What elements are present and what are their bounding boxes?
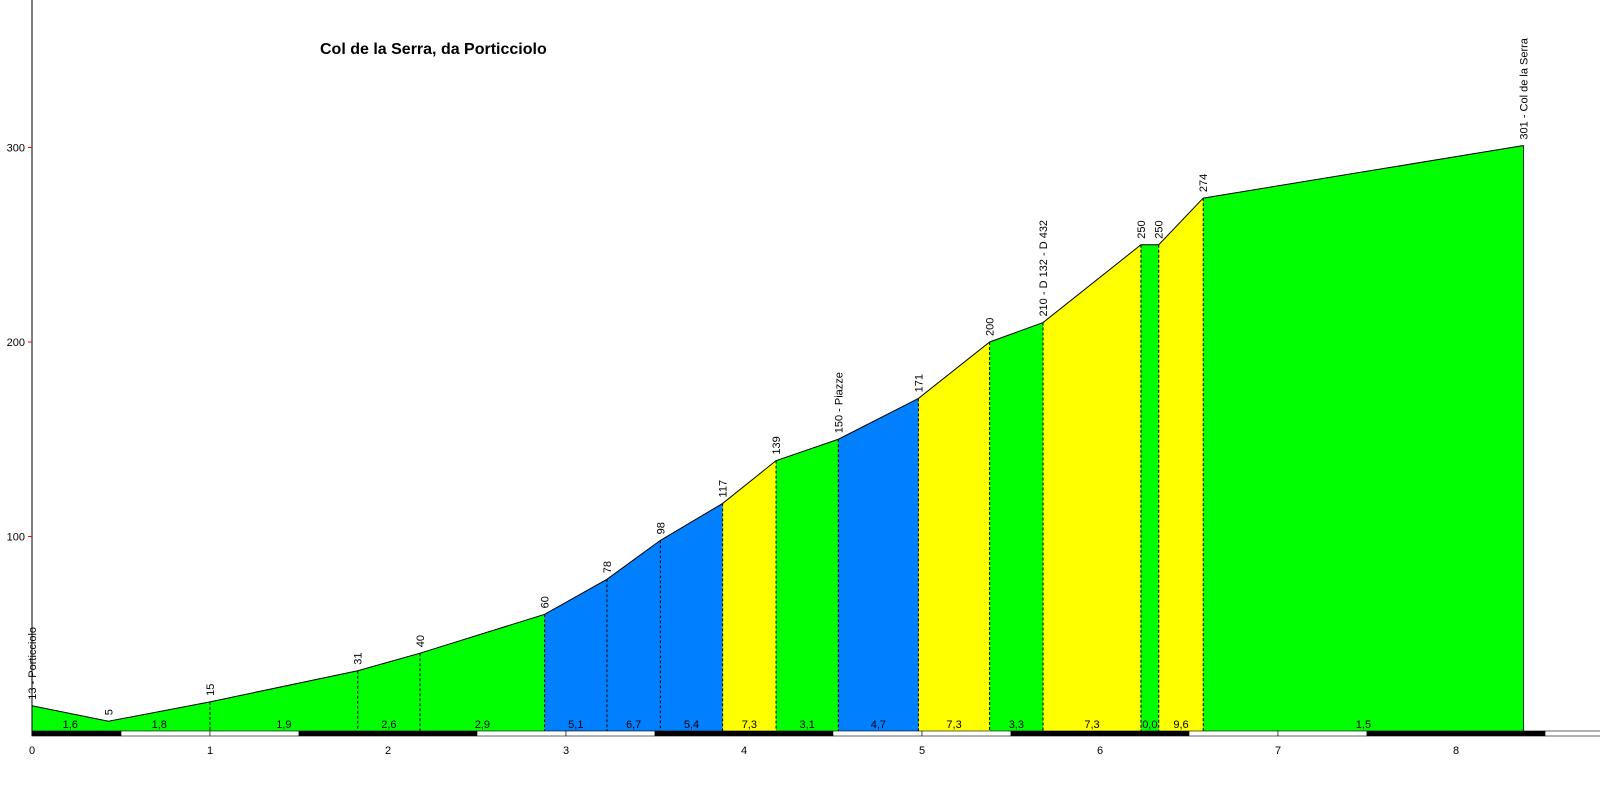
x-tick-label: 2: [385, 745, 391, 757]
gradient-label: 3,1: [800, 719, 815, 731]
gradient-label: 3,3: [1009, 719, 1024, 731]
gradient-label: 2,6: [381, 719, 396, 731]
elevation-label: 15: [205, 684, 217, 696]
x-tick-label: 7: [1275, 745, 1281, 757]
segment-fill-8: [660, 503, 723, 731]
gradient-label: 7,3: [1084, 719, 1099, 731]
axis-band: [1455, 730, 1546, 737]
gradient-label: 6,7: [626, 719, 641, 731]
x-tick-label: 4: [741, 745, 747, 757]
axis-band: [1099, 730, 1190, 737]
elevation-label: 60: [540, 596, 552, 608]
elevation-label: 210 - D 132 - D 432: [1038, 220, 1050, 317]
elevation-label: 250: [1136, 220, 1148, 238]
axis-band: [476, 730, 567, 737]
segment-fill-5: [420, 614, 545, 731]
axis-band: [654, 730, 745, 737]
elevation-label: 301 - Col de la Serra: [1519, 37, 1531, 139]
gradient-labels: 1,6 1,8 1,9 2,6 2,9 5,1 6,7 5,4 7,3 3,1 4,7 7,3 3,3 7…: [63, 719, 1371, 731]
elevation-label: 78: [602, 561, 614, 573]
elevation-label: 139: [771, 436, 783, 454]
segment-dividers: [209, 145, 1525, 731]
axis-band: [921, 730, 1012, 737]
segment-fill-1: [32, 705, 109, 731]
gradient-label: 7,3: [946, 719, 961, 731]
y-tick-label: 300: [7, 143, 25, 155]
x-tick-label: 6: [1097, 745, 1103, 757]
axis-band: [120, 730, 211, 737]
elevation-label: 171: [913, 374, 925, 392]
axis-band: [832, 730, 923, 737]
elevation-label: 5: [104, 709, 116, 715]
elevation-label: 98: [655, 522, 667, 534]
elevation-labels: 13 - Porticciolo 5 15 31 40 60 78 98 117 139 150 -…: [27, 37, 1531, 715]
axis-band: [1366, 730, 1457, 737]
segment-fill-6: [544, 579, 607, 731]
elevation-label: 150 - Piazze: [833, 372, 845, 433]
segment-fill-2: [108, 701, 210, 731]
elevation-label: 40: [415, 635, 427, 647]
axis-band: [743, 730, 834, 737]
axis-band: [1188, 730, 1279, 737]
gradient-label: 9,6: [1173, 719, 1188, 731]
gradient-label: 4,7: [871, 719, 886, 731]
segment-fill-7: [606, 540, 661, 731]
elevation-label: 274: [1198, 174, 1210, 192]
gradient-label: 1,6: [63, 719, 78, 731]
segment-fill-17: [1203, 145, 1524, 731]
gradient-label: 7,3: [742, 719, 757, 731]
x-tick-label: 0: [29, 745, 35, 757]
y-tick-label: 200: [7, 337, 25, 349]
segment-fill-11: [838, 398, 919, 731]
chart-title: Col de la Serra, da Porticciolo: [320, 41, 547, 58]
elevation-label: 13 - Porticciolo: [27, 627, 39, 700]
axis-band: [298, 730, 389, 737]
axis-band: [387, 730, 478, 737]
gradient-label: 5,4: [684, 719, 699, 731]
segment-fill-3: [210, 670, 358, 731]
profile-outline: [31, 145, 1524, 722]
segment-fill-12: [918, 342, 990, 731]
axis-band: [209, 730, 300, 737]
elevation-label: 200: [985, 318, 997, 336]
axis-band: [1544, 730, 1600, 737]
elevation-label: 117: [718, 480, 730, 498]
segment-fill-4: [357, 653, 421, 731]
elevation-label: 250: [1154, 220, 1166, 238]
x-tick-label: 1: [207, 745, 213, 757]
segment-fill-13: [989, 322, 1044, 731]
gradient-label: 1,5: [1356, 719, 1371, 731]
gradient-label: 1,9: [276, 719, 291, 731]
gradient-label: 0,0: [1142, 719, 1157, 731]
segment-fill-10: [776, 439, 839, 731]
x-tick-label: 5: [919, 745, 925, 757]
segment-fill-14: [1043, 244, 1141, 731]
elevation-label: 31: [353, 652, 365, 664]
axis-band: [31, 730, 122, 737]
segment-fills: [32, 145, 1524, 731]
gradient-label: 2,9: [475, 719, 490, 731]
axis-band: [565, 730, 656, 737]
x-tick-label: 3: [563, 745, 569, 757]
segment-fill-9: [722, 460, 777, 731]
segment-fill-16: [1158, 198, 1204, 731]
axis-band: [1277, 730, 1368, 737]
x-tick-label: 8: [1453, 745, 1459, 757]
axis-band: [1010, 730, 1101, 737]
gradient-label: 5,1: [568, 719, 583, 731]
gradient-label: 1,8: [152, 719, 167, 731]
segment-fill-15: [1140, 244, 1159, 731]
y-tick-label: 100: [7, 532, 25, 544]
